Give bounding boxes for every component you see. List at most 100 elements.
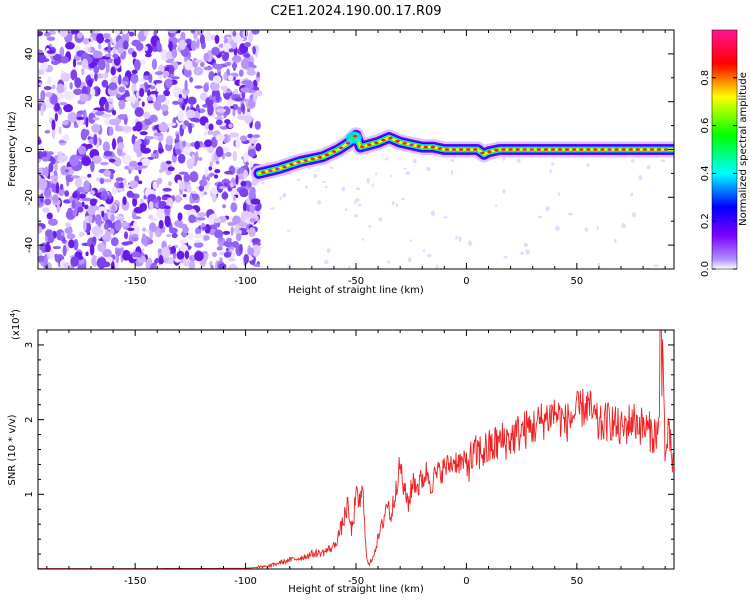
heatmap-noise-cell [110, 66, 116, 76]
heatmap-noise-cell [252, 92, 257, 103]
heatmap-noise-cell [133, 206, 144, 214]
heatmap-noise-cell [185, 109, 196, 119]
heatmap-noise-cell [161, 246, 171, 259]
heatmap-noise-cell [182, 140, 186, 148]
heatmap-noise-cell [72, 209, 78, 217]
snr-x-label: Height of straight line (km) [288, 584, 424, 595]
heatmap-noise-cell [163, 70, 170, 78]
heatmap-noise-cell [62, 134, 70, 142]
heatmap-speck [502, 188, 506, 194]
heatmap-noise-cell [123, 231, 129, 240]
heatmap-noise-cell [160, 161, 168, 172]
heatmap-noise-cell [50, 93, 58, 105]
heatmap-noise-cell [247, 107, 251, 113]
heatmap-noise-cell [81, 58, 89, 70]
heatmap-noise-cell [46, 50, 56, 54]
heatmap-noise-cell [251, 30, 260, 35]
heatmap-noise-cell [115, 215, 125, 220]
heatmap-noise-cell [60, 72, 71, 82]
heatmap-noise-cell [165, 160, 172, 165]
heatmap-noise-cell [184, 79, 188, 91]
heatmap-ridge-peak [437, 147, 443, 150]
heatmap-speck [391, 201, 395, 206]
heatmap-speck [597, 262, 601, 266]
heatmap-noise-cell [41, 58, 50, 63]
heatmap-noise-cell [100, 73, 106, 78]
heatmap-noise-cell [198, 157, 203, 161]
heatmap-noise-cell [107, 42, 111, 55]
heatmap-noise-cell [150, 153, 156, 158]
heatmap-noise-cell [240, 210, 251, 220]
heatmap-speck [520, 251, 525, 256]
heatmap-ridge-peak [501, 148, 506, 151]
heatmap-noise-cell [73, 124, 79, 128]
heatmap-speck [525, 249, 530, 255]
heatmap-noise-cell [82, 197, 92, 202]
heatmap-noise-cell [98, 42, 102, 50]
heatmap-noise-cell [230, 182, 234, 188]
heatmap-noise-cell [156, 177, 163, 185]
heatmap-noise-cell [54, 253, 58, 259]
heatmap-noise-cell [104, 117, 110, 125]
heatmap-noise-cell [174, 142, 180, 151]
heatmap-noise-cell [94, 110, 105, 116]
heatmap-ridge-peak [402, 141, 407, 145]
heatmap-noise-cell [38, 98, 45, 102]
heatmap-noise-cell [190, 30, 196, 34]
heatmap-noise-cell [88, 112, 96, 124]
heatmap-speck [341, 186, 345, 192]
heatmap-speck [596, 226, 599, 231]
heatmap-noise-cell [144, 45, 149, 52]
heatmap-noise-cell [208, 70, 215, 81]
heatmap-speck [286, 229, 291, 232]
heatmap-noise-cell [108, 82, 118, 91]
heatmap-noise-cell [220, 85, 228, 91]
heatmap-noise-cell [198, 185, 205, 192]
heatmap-noise-cell [52, 245, 61, 250]
heatmap-noise-cell [228, 258, 236, 262]
heatmap-speck [324, 259, 329, 265]
heatmap-noise-cell [79, 93, 89, 102]
heatmap-ridge-peak [564, 148, 570, 151]
heatmap-speck [395, 203, 399, 207]
spectrogram-y-tick-label: 0 [24, 146, 35, 152]
spectrogram-x-label: Height of straight line (km) [288, 285, 424, 296]
heatmap-speck [458, 236, 462, 243]
heatmap-noise-cell [74, 251, 83, 258]
heatmap-speck [378, 216, 383, 222]
heatmap-noise-cell [143, 195, 147, 200]
snr-y-ticks: 1 2 3 [24, 342, 674, 555]
heatmap-noise-cell [203, 52, 210, 62]
heatmap-noise-cell [158, 219, 164, 229]
heatmap-noise-cell [167, 181, 172, 187]
heatmap-noise-cell [115, 121, 120, 131]
heatmap-noise-cell [193, 32, 198, 40]
heatmap-noise-cell [72, 58, 77, 68]
heatmap-noise-cell [85, 116, 89, 128]
heatmap-speck [427, 253, 432, 258]
heatmap-noise-cell [108, 158, 116, 163]
heatmap-noise-cell [243, 152, 249, 164]
heatmap-noise-cell [193, 66, 204, 76]
heatmap-speck [630, 192, 634, 197]
heatmap-noise-cell [68, 239, 75, 249]
spectrogram-y-tick-label: 20 [24, 95, 35, 108]
heatmap-noise-cell [100, 161, 109, 166]
snr-x-tick-label: -100 [234, 576, 257, 587]
heatmap-noise-cell [163, 89, 171, 97]
snr-x-tick-label: 0 [463, 576, 469, 587]
heatmap-noise-cell [110, 261, 115, 269]
heatmap-noise-cell [199, 34, 205, 45]
heatmap-noise-cell [158, 122, 169, 133]
heatmap-noise-cell [153, 79, 163, 84]
heatmap-noise-cell [223, 240, 233, 248]
heatmap-noise-cell [156, 209, 166, 219]
heatmap-noise-cell [136, 139, 142, 145]
heatmap-noise-cell [191, 193, 199, 201]
heatmap-speck [545, 206, 550, 212]
heatmap-noise-cell [74, 90, 81, 96]
heatmap-noise-cell [165, 135, 174, 146]
heatmap-noise-cell [64, 91, 74, 101]
heatmap-speck [329, 166, 333, 170]
heatmap-noise-cell [47, 76, 52, 86]
